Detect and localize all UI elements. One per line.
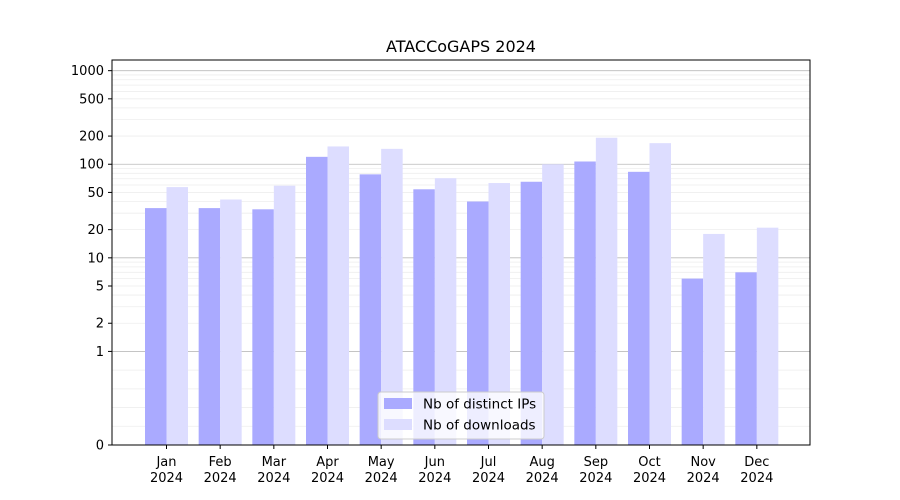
bar-distinct-ips <box>574 161 596 445</box>
legend-label: Nb of distinct IPs <box>423 397 536 413</box>
x-tick-label-year: 2024 <box>150 471 183 486</box>
bar-distinct-ips <box>735 272 757 445</box>
bar-distinct-ips <box>145 208 167 445</box>
x-tick-label-year: 2024 <box>204 471 237 486</box>
x-tick-label-month: Dec <box>744 455 769 470</box>
x-tick-label-month: Jan <box>155 455 176 470</box>
x-tick-label-year: 2024 <box>472 471 505 486</box>
x-tick-label-month: Nov <box>690 455 716 470</box>
y-tick-label: 5 <box>96 280 104 295</box>
bar-downloads <box>703 233 725 445</box>
y-axis: 0 1 2 5 10 20 50 100 200 500 1000 <box>71 64 112 454</box>
x-tick-label-year: 2024 <box>418 471 451 486</box>
bar-distinct-ips <box>628 171 650 445</box>
bar-downloads <box>649 143 671 445</box>
x-tick-label-month: Feb <box>209 455 232 470</box>
bar-distinct-ips <box>467 201 489 445</box>
x-tick-label-month: Mar <box>262 455 287 470</box>
bar-distinct-ips <box>520 181 543 446</box>
bar-downloads <box>756 227 779 445</box>
y-tick-label: 10 <box>87 251 104 266</box>
bar-distinct-ips <box>306 156 328 446</box>
bar-distinct-ips <box>252 209 274 445</box>
bar-distinct-ips <box>681 278 704 445</box>
x-tick-label-month: Oct <box>638 455 660 470</box>
bar-downloads <box>595 137 618 445</box>
bar-downloads <box>542 164 564 445</box>
bar-downloads <box>488 183 510 446</box>
x-tick-label-month: Apr <box>316 455 339 470</box>
bar-distinct-ips <box>413 189 435 445</box>
x-tick-label-year: 2024 <box>633 471 666 486</box>
x-tick-label-year: 2024 <box>526 471 559 486</box>
legend-swatch <box>384 398 412 409</box>
legend-label: Nb of downloads <box>423 418 536 434</box>
bar-downloads <box>166 187 188 445</box>
x-tick-label-year: 2024 <box>365 471 398 486</box>
legend-box <box>377 391 545 440</box>
x-tick-label-month: May <box>368 455 395 470</box>
x-tick-label-year: 2024 <box>311 471 344 486</box>
y-tick-label: 100 <box>79 158 104 173</box>
y-tick-label: 20 <box>87 223 104 238</box>
y-tick-label: 200 <box>79 130 104 145</box>
x-tick-label-month: Sep <box>584 455 609 470</box>
x-tick-label-year: 2024 <box>740 471 773 486</box>
y-tick-label: 1000 <box>71 64 104 79</box>
y-tick-label: 0 <box>96 439 104 454</box>
legend: Nb of distinct IPs Nb of downloads <box>377 391 545 440</box>
x-tick-label-month: Aug <box>529 455 554 470</box>
y-tick-label: 50 <box>87 186 104 201</box>
y-tick-label: 500 <box>79 92 104 107</box>
y-tick-label: 1 <box>96 345 104 360</box>
bar-downloads <box>273 185 296 446</box>
x-tick-label-month: Jul <box>480 455 497 470</box>
bar-downloads <box>434 178 457 445</box>
plot-frame <box>111 59 811 446</box>
y-tick-label: 2 <box>96 317 104 332</box>
x-tick-label-year: 2024 <box>687 471 720 486</box>
bar-downloads <box>327 146 349 446</box>
bar-distinct-ips <box>198 208 221 445</box>
chart-title: ATACCoGAPS 2024 <box>386 37 536 56</box>
bar-downloads <box>381 148 403 445</box>
x-tick-label-year: 2024 <box>257 471 290 486</box>
bars <box>145 137 779 446</box>
legend-swatch <box>384 419 412 430</box>
bar-downloads <box>220 199 242 445</box>
bar-distinct-ips <box>359 174 382 445</box>
x-tick-label-year: 2024 <box>579 471 612 486</box>
x-axis: Jan2024Feb2024Mar2024Apr2024May2024Jun20… <box>150 445 773 486</box>
x-tick-label-month: Jun <box>424 455 445 470</box>
